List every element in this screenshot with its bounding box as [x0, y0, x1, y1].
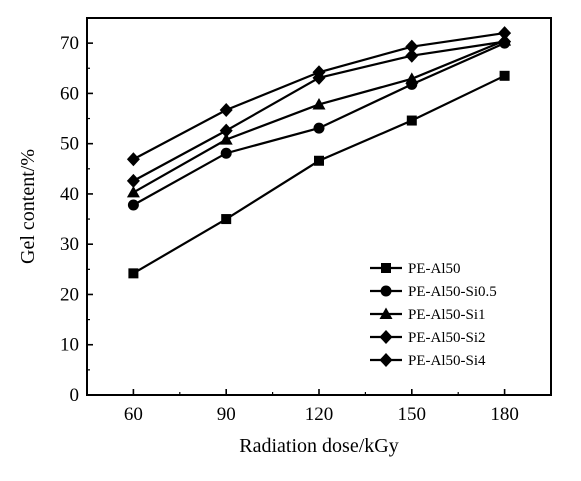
legend-marker: [381, 263, 391, 273]
data-point: [221, 214, 232, 225]
y-tick-label: 30: [60, 234, 79, 255]
y-tick-label: 40: [60, 184, 79, 205]
x-tick-label: 180: [490, 404, 519, 425]
data-point: [126, 173, 140, 188]
data-point: [219, 102, 233, 117]
data-point: [128, 268, 139, 279]
legend-marker: [379, 307, 393, 319]
data-point: [499, 70, 510, 81]
data-point: [405, 72, 419, 84]
legend-marker: [379, 353, 393, 367]
series-5: [126, 26, 512, 167]
series-2: [127, 37, 511, 211]
legend-label: PE-Al50: [408, 261, 461, 277]
y-tick-label: 60: [60, 83, 79, 104]
legend: PE-Al50 PE-Al50-Si0.5 PE-Al50-Si1 PE-Al50-S…: [370, 261, 497, 369]
data-point: [313, 122, 325, 134]
data-point: [312, 65, 326, 80]
data-point: [314, 155, 324, 166]
data-point: [220, 147, 232, 159]
data-point: [219, 133, 233, 145]
x-tick-label: 120: [305, 404, 334, 425]
data-point: [405, 39, 419, 54]
data-point: [219, 123, 233, 138]
legend-item: PE-Al50-Si4: [370, 353, 486, 369]
legend-marker: [379, 330, 393, 344]
data-point: [126, 185, 140, 198]
data-point: [126, 152, 140, 167]
data-point: [127, 199, 139, 211]
y-axis-title: Gel content/%: [17, 149, 39, 264]
legend-item: PE-Al50-Si1: [370, 307, 486, 323]
legend-label: PE-Al50-Si4: [408, 353, 486, 369]
x-axis-title: Radiation dose/kGy: [239, 435, 398, 457]
legend-label: PE-Al50-Si1: [408, 307, 486, 323]
data-point: [498, 26, 512, 41]
y-tick-label: 70: [60, 33, 79, 54]
series-line: [132, 39, 506, 194]
data-point: [498, 34, 512, 49]
x-tick-label: 60: [124, 404, 143, 425]
legend-label: PE-Al50-Si0.5: [408, 284, 497, 300]
y-tick-label: 0: [70, 385, 80, 406]
legend-marker: [380, 285, 392, 297]
data-point: [406, 115, 417, 126]
y-tick-label: 50: [60, 134, 79, 155]
series-3: [126, 34, 512, 198]
legend-item: PE-Al50-Si2: [370, 330, 486, 346]
series-1: [128, 70, 510, 279]
x-tick-label: 150: [398, 404, 427, 425]
legend-item: PE-Al50: [370, 261, 461, 277]
data-point: [312, 97, 326, 110]
x-tick-label: 90: [217, 404, 236, 425]
data-point: [405, 48, 419, 63]
y-tick-label: 20: [60, 284, 79, 305]
y-tick-label: 10: [60, 335, 79, 356]
series-line: [132, 31, 505, 161]
legend-label: PE-Al50-Si2: [408, 330, 486, 346]
legend-item: PE-Al50-Si0.5: [370, 284, 497, 300]
